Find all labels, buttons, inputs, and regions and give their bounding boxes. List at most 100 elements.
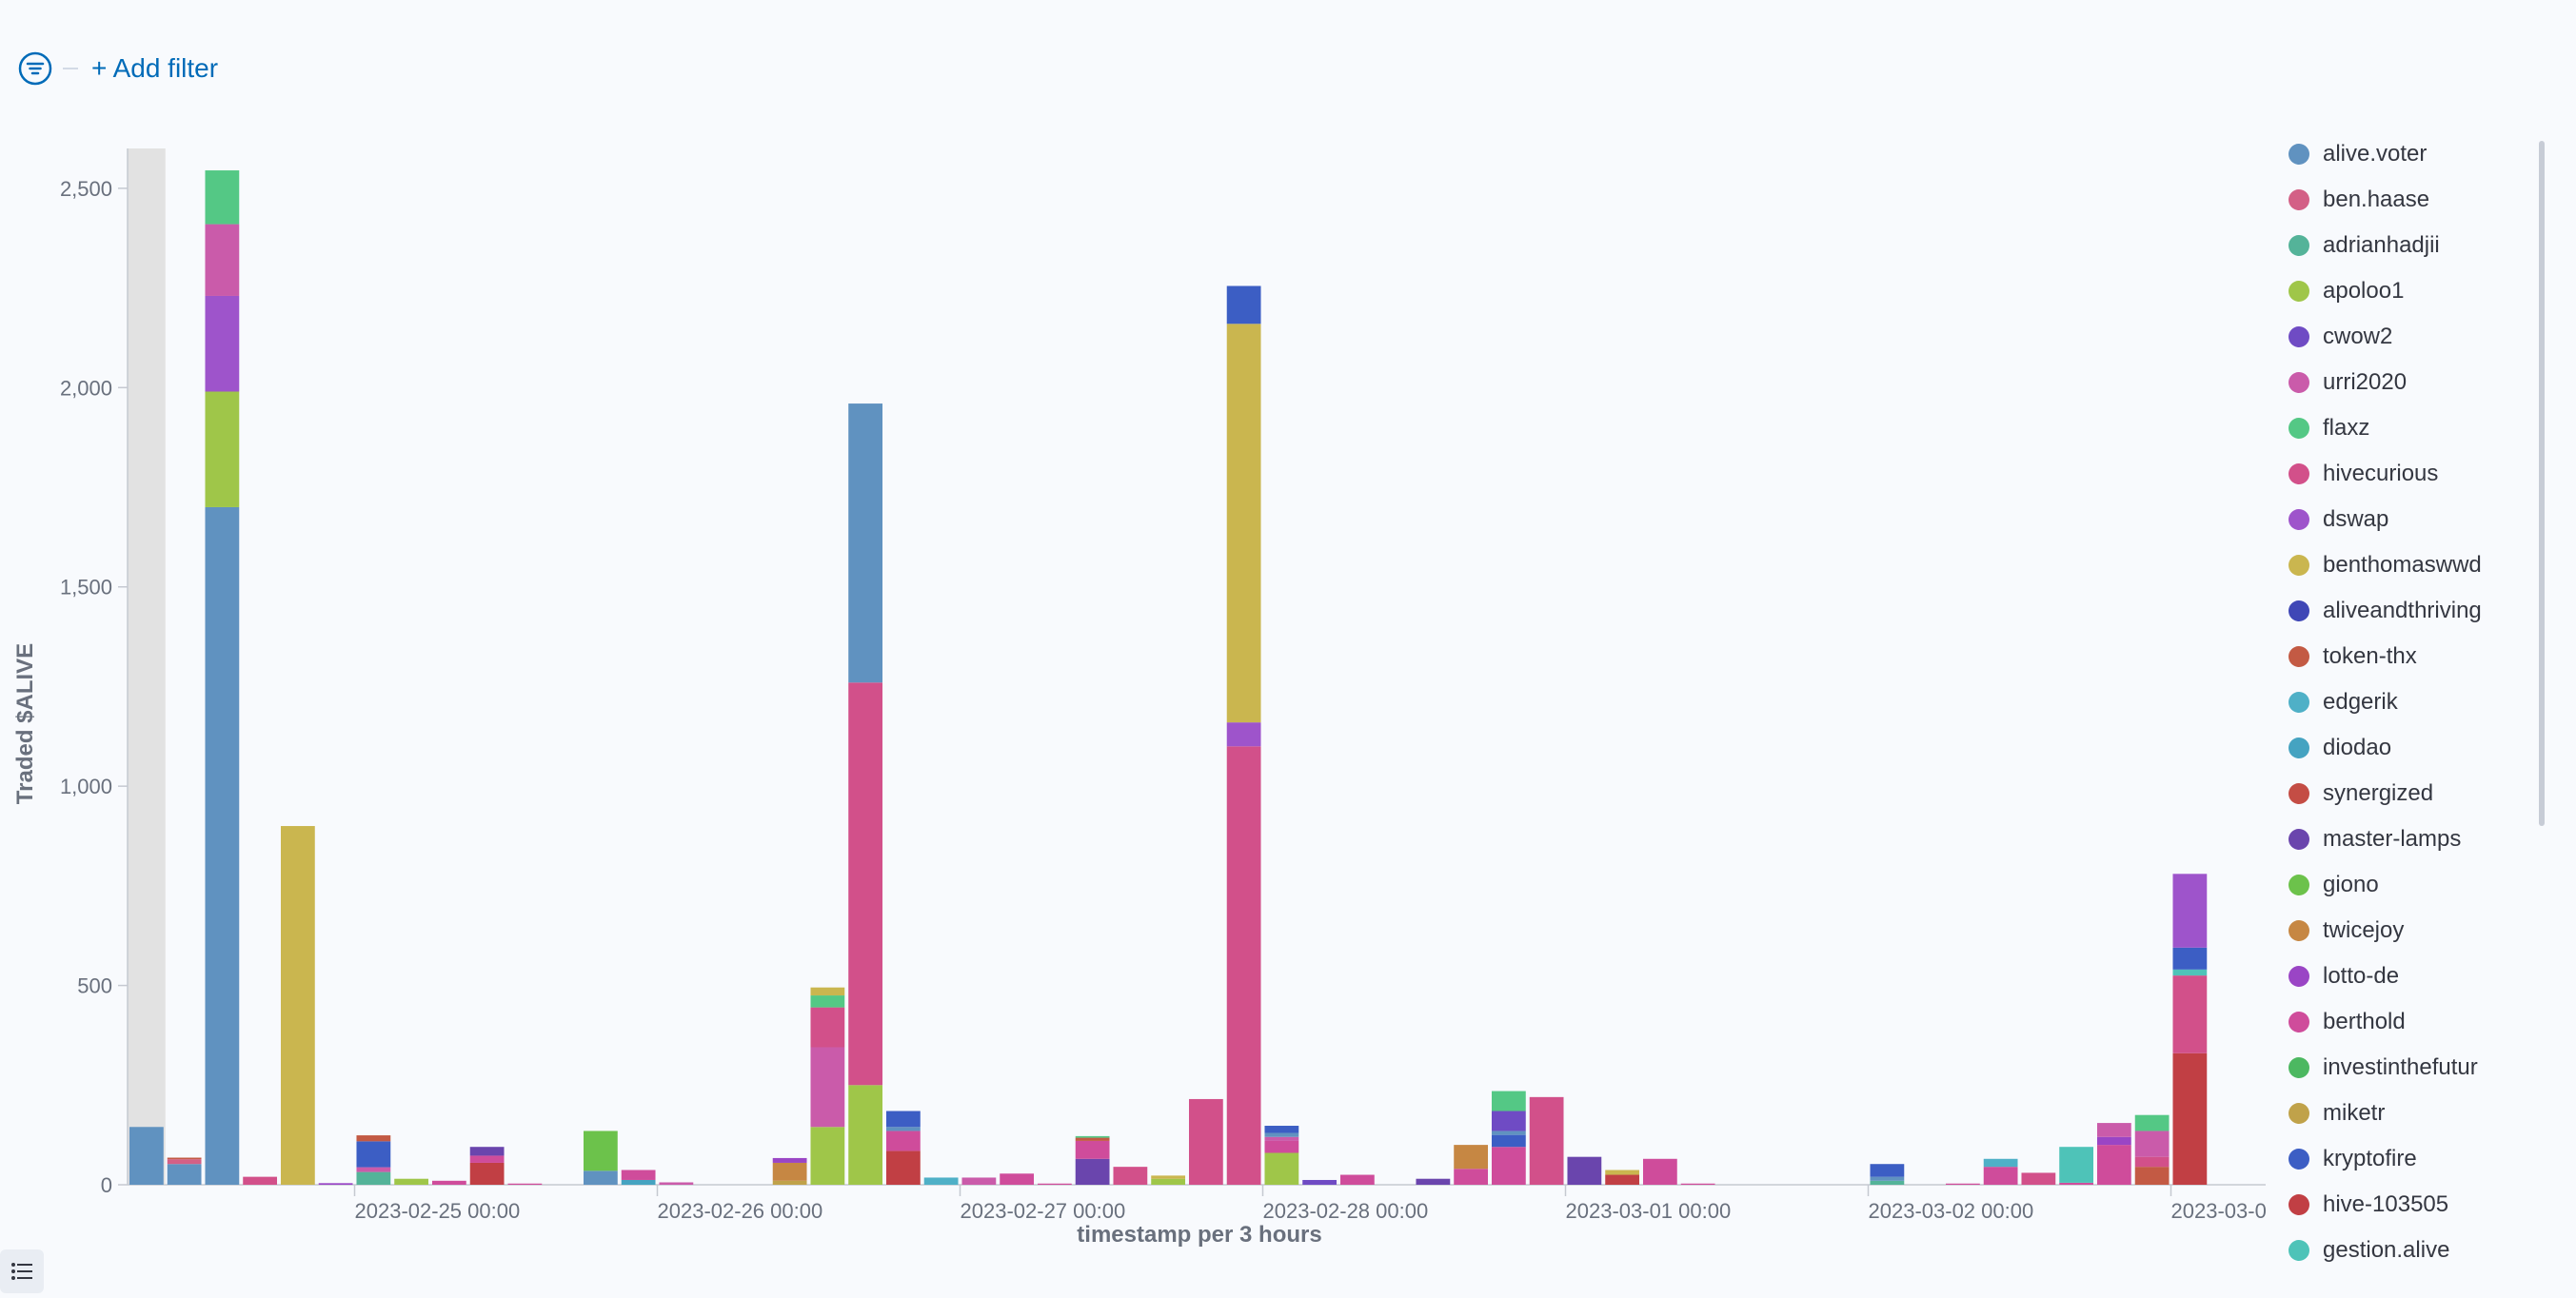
legend-item[interactable]: synergized <box>2283 771 2530 816</box>
bar-segment-hive-103505 <box>2172 1052 2208 1185</box>
legend-swatch <box>2289 600 2309 621</box>
legend-item[interactable]: hivecurious <box>2283 451 2530 497</box>
legend-item[interactable]: aliveandthriving <box>2283 588 2530 634</box>
bar-segment-edgerik <box>1983 1158 2018 1168</box>
legend-item[interactable]: dswap <box>2283 497 2530 542</box>
bar-segment-cwow2 <box>1302 1179 1338 1185</box>
bar-segment-edgerik <box>923 1177 959 1185</box>
legend-item[interactable]: alive.voter <box>2283 131 2530 177</box>
filter-icon[interactable] <box>17 50 53 87</box>
bar-segment-hive-103505 <box>1605 1174 1640 1185</box>
legend-swatch <box>2289 966 2309 987</box>
bar-segment-berthold <box>1075 1140 1110 1159</box>
bar-segment-kryptofire <box>885 1111 921 1128</box>
bar-segment-hive-103505 <box>885 1150 921 1185</box>
bar-segment-apoloo1 <box>394 1178 429 1185</box>
legend-label: hivecurious <box>2323 461 2439 486</box>
y-tick-label: 2,000 <box>60 376 112 400</box>
x-tick-label: 2023-02-26 00:00 <box>658 1199 823 1223</box>
legend-swatch <box>2289 829 2309 850</box>
legend-toggle-button[interactable] <box>0 1249 44 1293</box>
x-tick-label: 2023-02-25 00:00 <box>355 1199 521 1223</box>
legend-item[interactable]: adrianhadjii <box>2283 223 2530 268</box>
legend-item[interactable]: urri2020 <box>2283 360 2530 405</box>
legend-label: investinthefutur <box>2323 1054 2478 1080</box>
legend-label: flaxz <box>2323 415 2370 441</box>
legend-item[interactable]: master-lamps <box>2283 816 2530 862</box>
bar-segment-benthomaswwd <box>280 826 315 1185</box>
legend-item[interactable]: kryptofire <box>2283 1136 2530 1182</box>
bar-segment-berthold <box>2059 1182 2094 1185</box>
bar-segment-kryptofire <box>356 1141 391 1168</box>
bar-segment-token-thx <box>167 1157 202 1160</box>
legend-item[interactable]: hive-103505 <box>2283 1182 2530 1228</box>
bar-segment-alive-voter <box>1491 1131 1526 1135</box>
bar-segment-hivecurious <box>1113 1167 1148 1185</box>
legend-item[interactable]: diodao <box>2283 725 2530 771</box>
legend-item[interactable]: gestion.alive <box>2283 1228 2530 1273</box>
legend-label: kryptofire <box>2323 1146 2417 1171</box>
bar-segment-benthomaswwd <box>1151 1175 1186 1179</box>
legend-swatch <box>2289 189 2309 210</box>
bar-segment-twicejoy <box>772 1162 807 1181</box>
list-icon <box>11 1263 32 1280</box>
legend-item[interactable]: berthold <box>2283 999 2530 1045</box>
bar-segment-berthold <box>621 1170 656 1180</box>
bar-segment-urri2020 <box>810 1047 845 1128</box>
legend-item[interactable]: benthomaswwd <box>2283 542 2530 588</box>
legend-label: lotto-de <box>2323 963 2400 989</box>
bar-segment-dswap <box>2172 874 2208 948</box>
legend-swatch <box>2289 281 2309 302</box>
bar-segment-lotto-de <box>772 1157 807 1163</box>
bar-segment-alive-voter <box>129 1127 164 1185</box>
legend-swatch <box>2289 1012 2309 1032</box>
bar-segment-urri2020 <box>659 1182 694 1185</box>
bar-segment-urri2020 <box>2134 1131 2170 1157</box>
bar-segment-dswap <box>1226 722 1261 747</box>
x-tick-label: 2023-03-02 00:00 <box>1869 1199 2034 1223</box>
add-filter-button[interactable]: + Add filter <box>91 53 219 83</box>
x-tick-label: 2023-03-03 00:00 <box>2171 1199 2267 1223</box>
legend-item[interactable]: edgerik <box>2283 679 2530 725</box>
legend-label: urri2020 <box>2323 369 2408 395</box>
bar-segment-flaxz <box>1491 1091 1526 1111</box>
legend-swatch <box>2289 920 2309 941</box>
bar-segment-alive-voter <box>1264 1132 1299 1137</box>
legend-label: miketr <box>2323 1100 2386 1126</box>
bar-segment-hivecurious <box>2172 975 2208 1053</box>
bar-segment-urri2020 <box>205 224 240 296</box>
bar-segment-giono <box>583 1131 618 1171</box>
legend-item[interactable]: ben.haase <box>2283 177 2530 223</box>
legend-item[interactable]: giono <box>2283 862 2530 908</box>
bar-segment-apoloo1 <box>205 391 240 507</box>
legend-label: diodao <box>2323 735 2392 760</box>
bar-segment-alive-voter <box>885 1127 921 1131</box>
bar-segment-urri2020 <box>2096 1123 2131 1137</box>
bar-segment-adrianhadjii <box>1870 1180 1905 1185</box>
legend-item[interactable]: lotto-de <box>2283 954 2530 999</box>
legend-item[interactable]: token-thx <box>2283 634 2530 679</box>
bar-segment-hivecurious <box>1529 1096 1564 1185</box>
legend-item[interactable]: twicejoy <box>2283 908 2530 954</box>
legend-scrollbar[interactable] <box>2539 141 2545 826</box>
legend-swatch <box>2289 875 2309 895</box>
bar-segment-berthold <box>1983 1167 2018 1185</box>
legend-label: dswap <box>2323 506 2389 532</box>
bar-segment-alive-voter <box>583 1170 618 1185</box>
legend-item[interactable]: cwow2 <box>2283 314 2530 360</box>
legend-swatch <box>2289 1057 2309 1078</box>
bar-segment-hivecurious <box>810 1007 845 1048</box>
legend-label: aliveandthriving <box>2323 598 2482 623</box>
legend-item[interactable]: miketr <box>2283 1091 2530 1136</box>
bar-segment-apoloo1 <box>848 1085 883 1185</box>
bar-segment-token-thx <box>1075 1137 1110 1141</box>
bar-segment-berthold <box>1454 1169 1489 1185</box>
legend-item[interactable]: apoloo1 <box>2283 268 2530 314</box>
legend-item[interactable]: investinthefutur <box>2283 1045 2530 1091</box>
bar-segment-hivecurious <box>2021 1172 2056 1185</box>
legend-item[interactable]: flaxz <box>2283 405 2530 451</box>
bar-segment-token-thx <box>2134 1167 2170 1185</box>
bar-segment-master-lamps <box>1416 1178 1451 1185</box>
bar-segment-apoloo1 <box>810 1127 845 1185</box>
legend-label: twicejoy <box>2323 917 2405 943</box>
